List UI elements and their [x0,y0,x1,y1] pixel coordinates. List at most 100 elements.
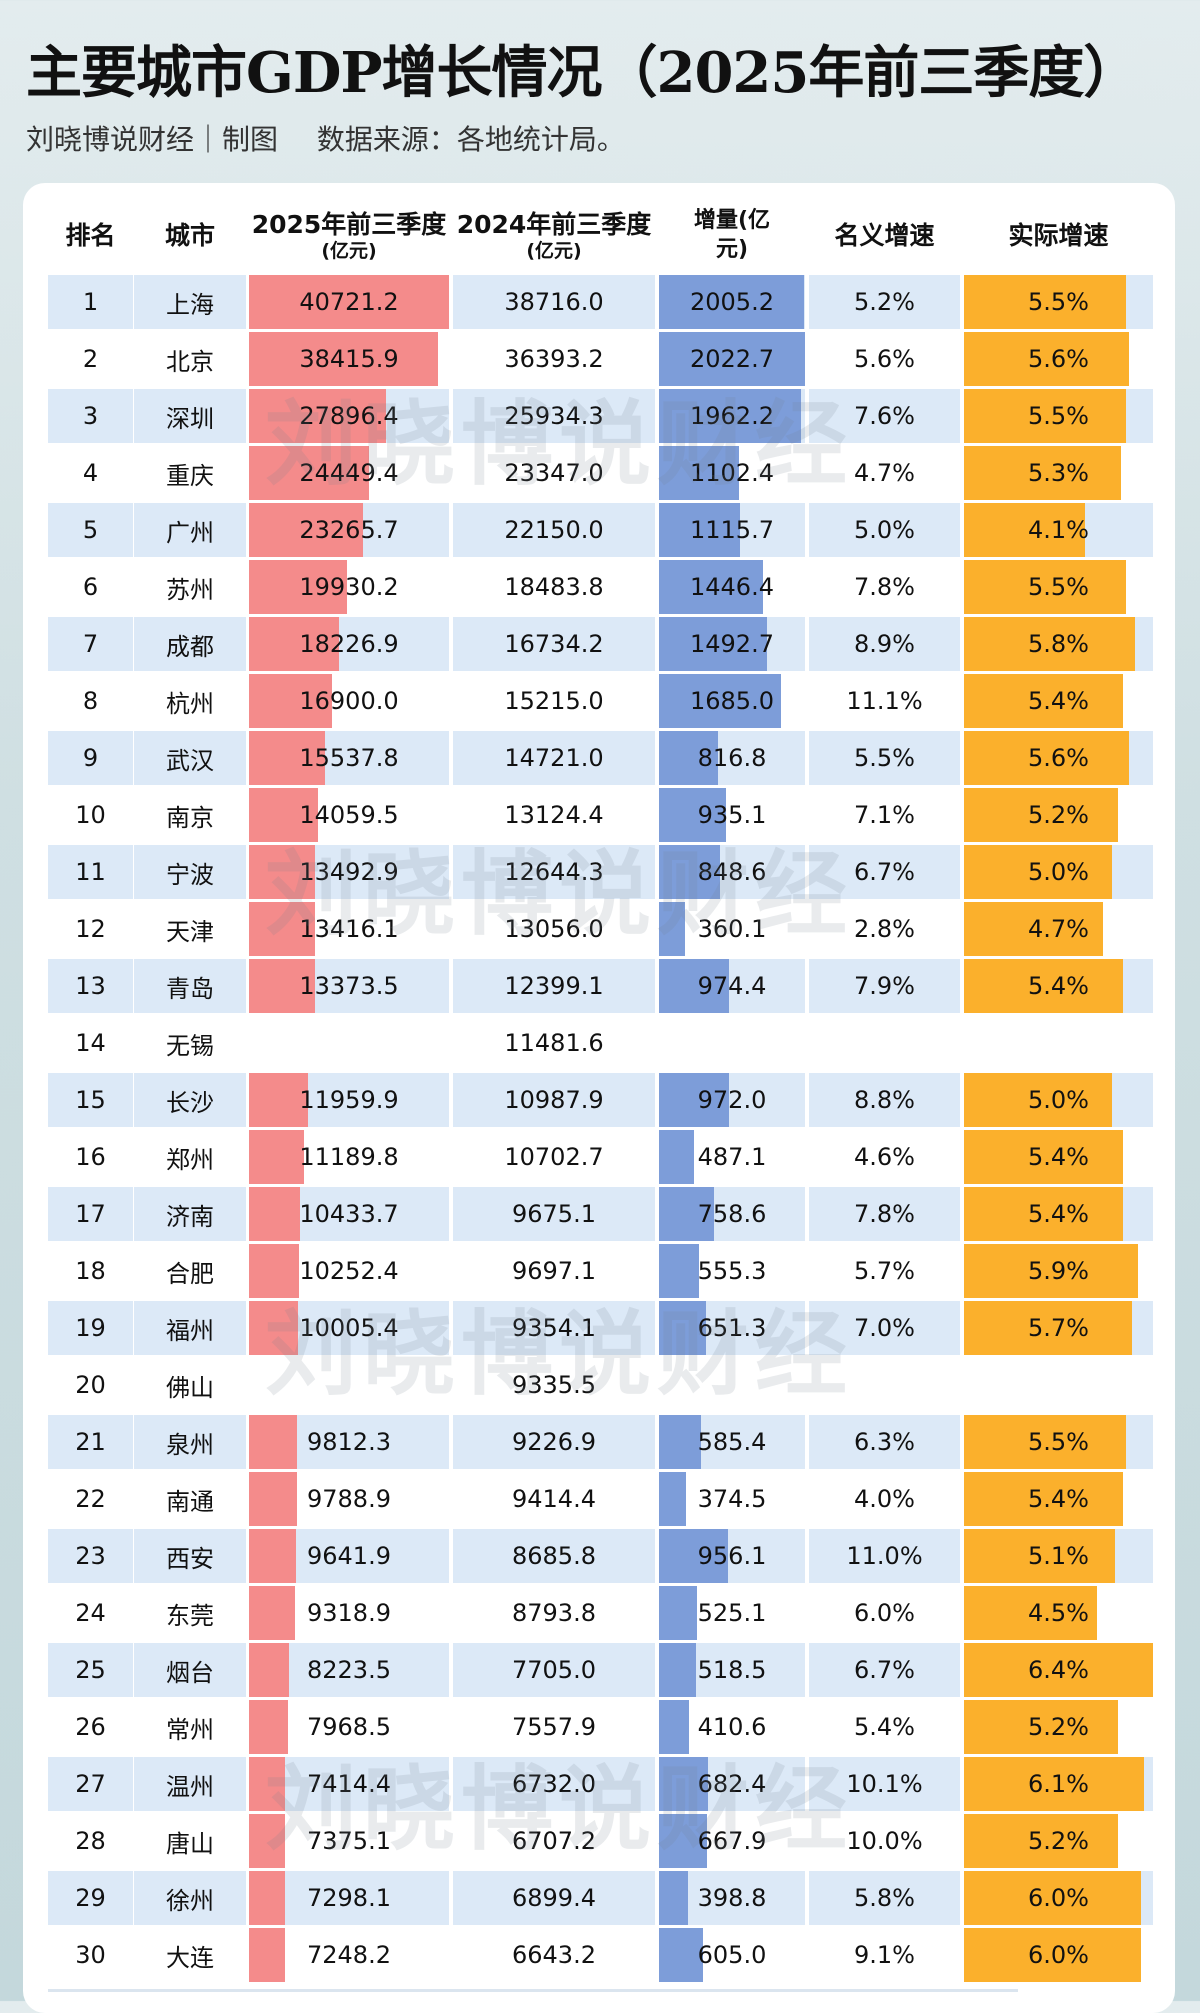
rank-cell: 12 [48,902,133,956]
real-growth-cell: 5.0% [964,1073,1153,1127]
cell-text: 西安 [166,1544,214,1573]
rank-cell: 18 [48,1244,133,1298]
gdp2024-cell: 6732.0 [453,1757,655,1811]
cell-text: 5.4% [1028,1143,1089,1171]
rank-cell: 11 [48,845,133,899]
real-growth-cell: 5.4% [964,1130,1153,1184]
gdp2025-bar [249,959,315,1013]
real-growth-cell: 5.1% [964,1529,1153,1583]
city-cell: 西安 [134,1529,246,1583]
cell-text: 7375.1 [307,1827,391,1855]
cell-text: 12644.3 [504,858,604,886]
cell-text: 烟台 [166,1658,214,1687]
table-row: 3 深圳 27896.4 25934.3 1962.2 7.6% 5.5% [0,389,1200,446]
cell-text: 20 [75,1371,106,1399]
table-row: 10 南京 14059.5 13124.4 935.1 7.1% 5.2% [0,788,1200,845]
cell-text: 郑州 [166,1145,214,1174]
cell-text: 上海 [166,290,214,319]
increase-bar [659,332,805,386]
cell-text: 15215.0 [504,687,604,715]
cell-text: 7.8% [854,1200,915,1228]
table-row: 27 温州 7414.4 6732.0 682.4 10.1% 6.1% [0,1757,1200,1814]
increase-cell: 2005.2 [659,275,805,329]
header-gdp2025: 2025年前三季度 (亿元) [249,205,449,267]
increase-bar [659,1244,700,1298]
cell-text: 13416.1 [299,915,399,943]
city-cell: 上海 [134,275,246,329]
cell-text: 4.7% [1028,915,1089,943]
cell-text: 9812.3 [307,1428,391,1456]
rank-cell: 26 [48,1700,133,1754]
gdp2025-bar [249,1073,308,1127]
cell-text: 8793.8 [512,1599,596,1627]
header-nominal-growth: 名义增速 [834,221,935,251]
table-row: 4 重庆 24449.4 23347.0 1102.4 4.7% 5.3% [0,446,1200,503]
real-growth-cell: 5.5% [964,1415,1153,1469]
cell-text: 13124.4 [504,801,604,829]
cell-text: 14 [75,1029,106,1057]
gdp2025-bar [249,1871,285,1925]
nominal-growth-cell: 11.0% [809,1529,960,1583]
gdp2025-bar [249,503,364,557]
increase-bar [659,1187,714,1241]
gdp2025-bar [249,560,347,614]
cell-text: 13373.5 [299,972,399,1000]
rank-cell: 23 [48,1529,133,1583]
increase-cell: 487.1 [659,1130,805,1184]
cell-text: 935.1 [697,801,767,829]
gdp2025-cell: 9641.9 [249,1529,449,1583]
cell-text: 651.3 [697,1314,767,1342]
cell-text: 8 [82,687,99,715]
cell-text: 宁波 [166,860,214,889]
cell-text: 5 [82,516,99,544]
nominal-growth-cell: 4.0% [809,1472,960,1526]
gdp2025-cell: 13373.5 [249,959,449,1013]
real-growth-cell: 4.5% [964,1586,1153,1640]
cell-text: 525.1 [697,1599,767,1627]
increase-bar [659,1415,702,1469]
increase-cell: 1685.0 [659,674,805,728]
rank-cell: 19 [48,1301,133,1355]
increase-bar [659,389,801,443]
cell-text: 东莞 [166,1601,214,1630]
cell-text: 5.0% [854,516,915,544]
city-cell: 徐州 [134,1871,246,1925]
rank-cell: 27 [48,1757,133,1811]
gdp2025-bar [249,617,339,671]
gdp2024-cell: 9414.4 [453,1472,655,1526]
gdp2025-cell: 13492.9 [249,845,449,899]
cell-text: 5.7% [1028,1314,1089,1342]
city-cell: 苏州 [134,560,246,614]
table-row: 9 武汉 15537.8 14721.0 816.8 5.5% 5.6% [0,731,1200,788]
cell-text: 5.5% [854,744,915,772]
real-growth-bar [964,1586,1097,1640]
increase-bar [659,788,727,842]
table-row: 8 杭州 16900.0 15215.0 1685.0 11.1% 5.4% [0,674,1200,731]
page-title: 主要城市GDP增长情况（2025年前三季度） [26,40,1139,106]
cell-text: 5.5% [1028,402,1089,430]
gdp2024-cell: 12644.3 [453,845,655,899]
gdp2024-cell: 9226.9 [453,1415,655,1469]
nominal-growth-cell: 7.8% [809,560,960,614]
cell-text: 佛山 [166,1373,214,1402]
cell-text: 16734.2 [504,630,604,658]
gdp2025-cell: 10252.4 [249,1244,449,1298]
cell-text: 10433.7 [299,1200,399,1228]
subtitle: 刘晓博说财经｜制图 数据来源：各地统计局。 [26,118,655,158]
rank-cell: 3 [48,389,133,443]
cell-text: 23265.7 [299,516,399,544]
cell-text: 8.9% [854,630,915,658]
city-cell: 北京 [134,332,246,386]
cell-text: 杭州 [166,689,214,718]
real-growth-bar [964,731,1130,785]
cell-text: 1 [82,288,99,316]
real-growth-cell: 4.7% [964,902,1153,956]
gdp2024-cell: 9354.1 [453,1301,655,1355]
city-cell: 重庆 [134,446,246,500]
table-row: 30 大连 7248.2 6643.2 605.0 9.1% 6.0% [0,1928,1200,1985]
gdp2024-cell: 25934.3 [453,389,655,443]
nominal-growth-cell: 7.6% [809,389,960,443]
header-real-growth: 实际增速 [1008,221,1109,251]
cell-text: 5.6% [1028,744,1089,772]
real-growth-cell: 5.4% [964,674,1153,728]
